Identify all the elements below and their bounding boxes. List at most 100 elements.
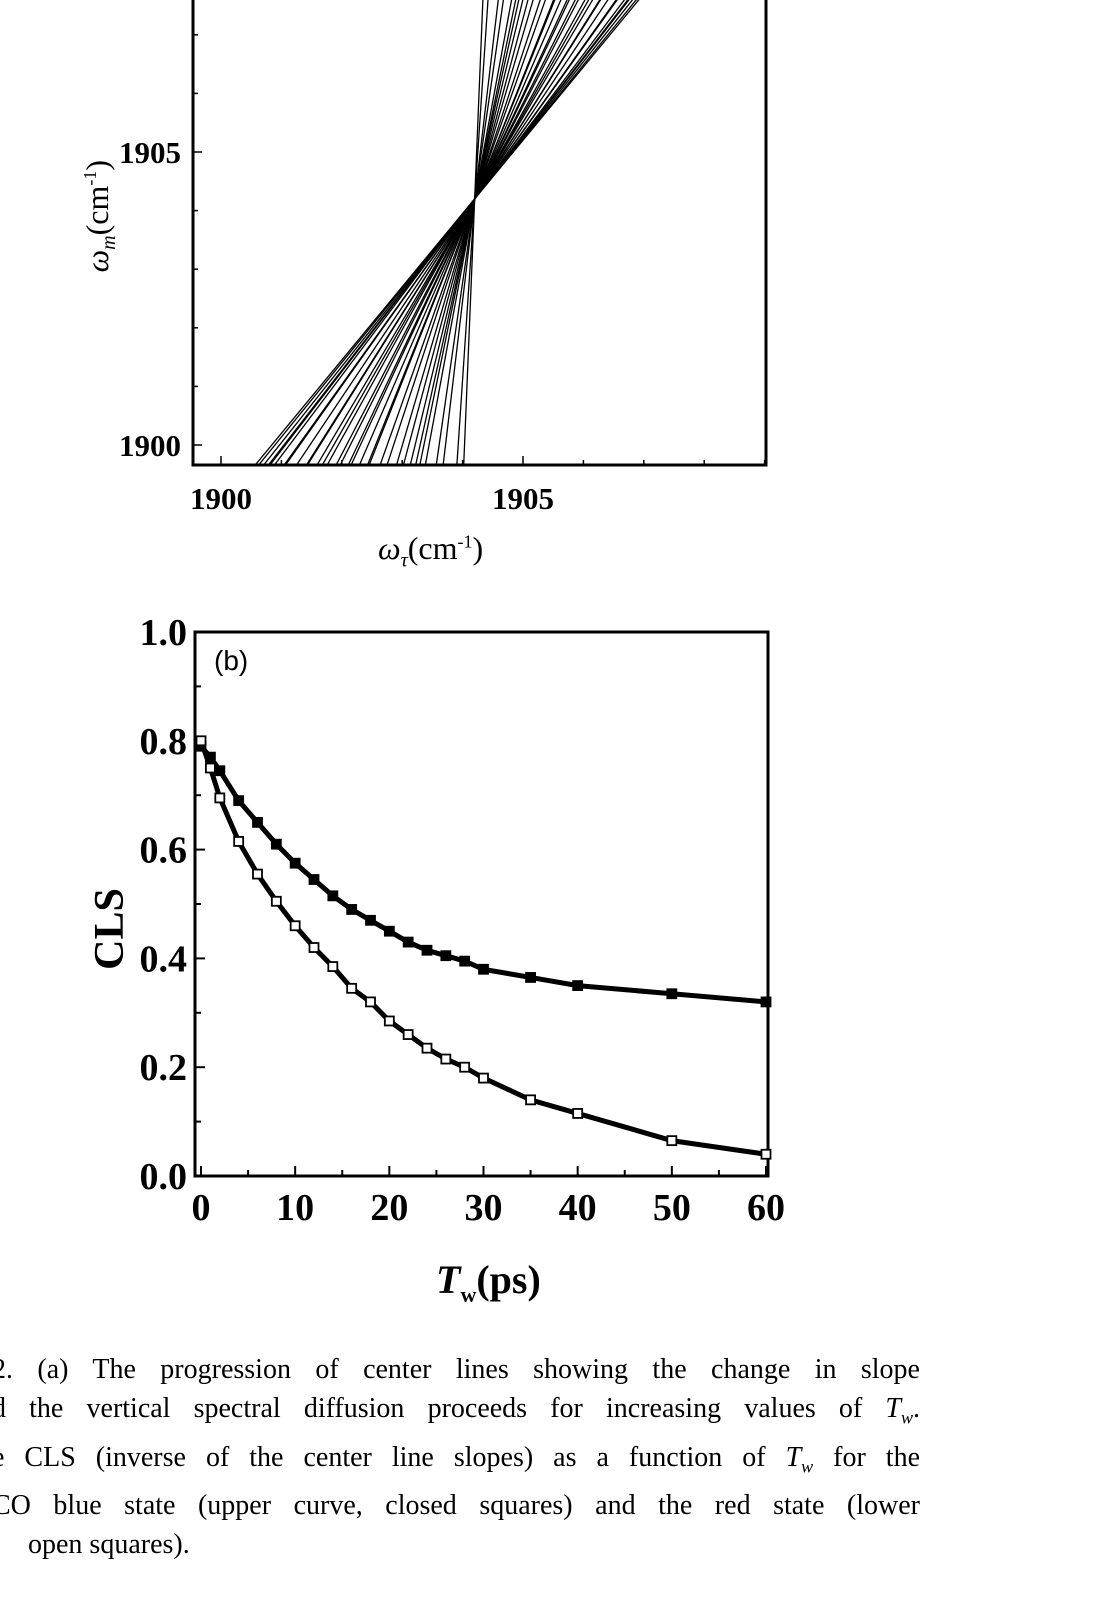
closed-square-marker [233, 795, 245, 807]
closed-square-marker [459, 955, 471, 967]
center-line [283, 0, 618, 465]
panel-b-series [195, 735, 772, 1160]
open-square-marker [402, 1029, 414, 1040]
open-square-marker [440, 1053, 452, 1065]
closed-square-marker [440, 950, 452, 962]
subscript-m: m [98, 235, 121, 250]
closed-square-marker [365, 914, 376, 926]
superscript: -1 [80, 170, 101, 186]
y-tick-label: 1900 [119, 428, 181, 463]
unit: (cm [78, 185, 115, 236]
caption-line: d the vertical spectral diffusion procee… [0, 1393, 920, 1428]
caption-line: CO blue state (upper curve, closed squar… [0, 1490, 920, 1522]
open-square-marker [572, 1108, 584, 1119]
closed-square-marker [252, 817, 263, 828]
closed-square-marker [327, 890, 339, 902]
open-square-marker [308, 942, 320, 953]
closed-square-marker [572, 980, 584, 991]
panel-a-y-axis-label: ωm(cm-1) [79, 136, 121, 296]
y-tick-label: 1905 [119, 135, 181, 170]
panel-a: 1900 1905 1900 1905 [119, 0, 768, 516]
paren: ) [472, 530, 484, 566]
open-square-marker [459, 1061, 471, 1073]
closed-square-marker [308, 874, 320, 885]
y-tick-label: 0.8 [140, 721, 188, 763]
omega-symbol: ω [378, 530, 401, 566]
center-line [409, 0, 524, 465]
center-line [463, 0, 484, 465]
open-square-marker [195, 735, 207, 747]
y-tick-label: 0.4 [140, 938, 188, 980]
figure-caption: 2. (a) The progression of center lines s… [0, 1350, 920, 1564]
panel-a-x-axis-label: ωτ(cm-1) [378, 530, 483, 572]
open-square-marker [365, 996, 376, 1008]
center-line [350, 0, 568, 465]
panel-b-axes: 0 10 20 30 40 50 60 0.0 0.2 0.4 0.6 0.8 1.0 [140, 612, 786, 1229]
omega-symbol: ω [78, 249, 115, 273]
panel-b-label: (b) [214, 645, 249, 676]
subscript-tau: τ [400, 549, 408, 572]
open-square-marker [270, 895, 282, 907]
unit: (cm [407, 530, 458, 566]
center-lines [254, 0, 640, 465]
x-tick-label: 1905 [492, 481, 554, 516]
y-tick-label: 1.0 [140, 612, 188, 654]
open-square-marker [346, 982, 358, 994]
closed-square-marker [214, 765, 226, 777]
y-tick-label: 0.0 [140, 1156, 188, 1198]
caption-line: 2. (a) The progression of center lines s… [0, 1354, 920, 1385]
t-symbol: T [436, 1257, 461, 1302]
open-square-marker [233, 836, 245, 847]
caption-line: e CLS (inverse of the center line slopes… [0, 1441, 920, 1477]
unit: (ps) [476, 1257, 541, 1302]
x-tick-label: 10 [276, 1187, 314, 1229]
open-square-marker [421, 1042, 433, 1054]
open-square-marker [252, 868, 263, 880]
closed-square-marker [421, 944, 433, 956]
closed-square-marker [478, 963, 489, 975]
panel-b: 0 10 20 30 40 50 60 0.0 0.2 0.4 0.6 0.8 1.0 [140, 612, 786, 1229]
x-tick-label: 50 [653, 1187, 691, 1229]
open-square-marker [383, 1015, 395, 1027]
series-line [199, 744, 767, 1005]
caption-line: open squares). [28, 1529, 190, 1561]
panel-b-y-axis-label: CLS [87, 888, 133, 970]
open-square-marker [525, 1094, 536, 1106]
paren: ) [78, 159, 115, 171]
closed-square-marker [383, 925, 395, 937]
center-line [316, 0, 594, 465]
closed-square-marker [289, 857, 301, 869]
open-square-marker [478, 1072, 489, 1084]
x-tick-label: 1900 [190, 481, 252, 516]
open-square-marker [666, 1135, 678, 1147]
y-tick-label: 0.6 [140, 830, 188, 872]
open-square-marker [205, 762, 216, 774]
panel-a-axes: 1900 1905 1900 1905 [119, 0, 768, 516]
center-line [368, 0, 555, 465]
x-tick-label: 0 [192, 1187, 211, 1229]
open-square-marker [327, 961, 339, 972]
center-line [347, 0, 570, 465]
plot-frame [191, 0, 768, 467]
superscript: -1 [457, 531, 473, 552]
x-tick-label: 20 [370, 1187, 408, 1229]
center-line [366, 0, 556, 465]
closed-square-marker [402, 936, 414, 948]
closed-square-marker [666, 988, 678, 1000]
x-tick-label: 60 [747, 1187, 785, 1229]
panel-b-x-axis-label: Tw(ps) [436, 1256, 541, 1308]
subscript-w: w [460, 1282, 477, 1307]
closed-square-marker [346, 904, 358, 915]
series-line [198, 739, 767, 1157]
closed-square-marker [270, 838, 282, 850]
open-square-marker [760, 1148, 772, 1160]
closed-square-marker [760, 996, 772, 1008]
open-square-marker [289, 920, 301, 932]
x-tick-label: 30 [465, 1187, 503, 1229]
closed-square-marker [525, 972, 536, 983]
center-line [358, 0, 562, 465]
open-square-marker [214, 792, 226, 804]
x-tick-label: 40 [559, 1187, 597, 1229]
y-tick-label: 0.2 [140, 1047, 188, 1089]
